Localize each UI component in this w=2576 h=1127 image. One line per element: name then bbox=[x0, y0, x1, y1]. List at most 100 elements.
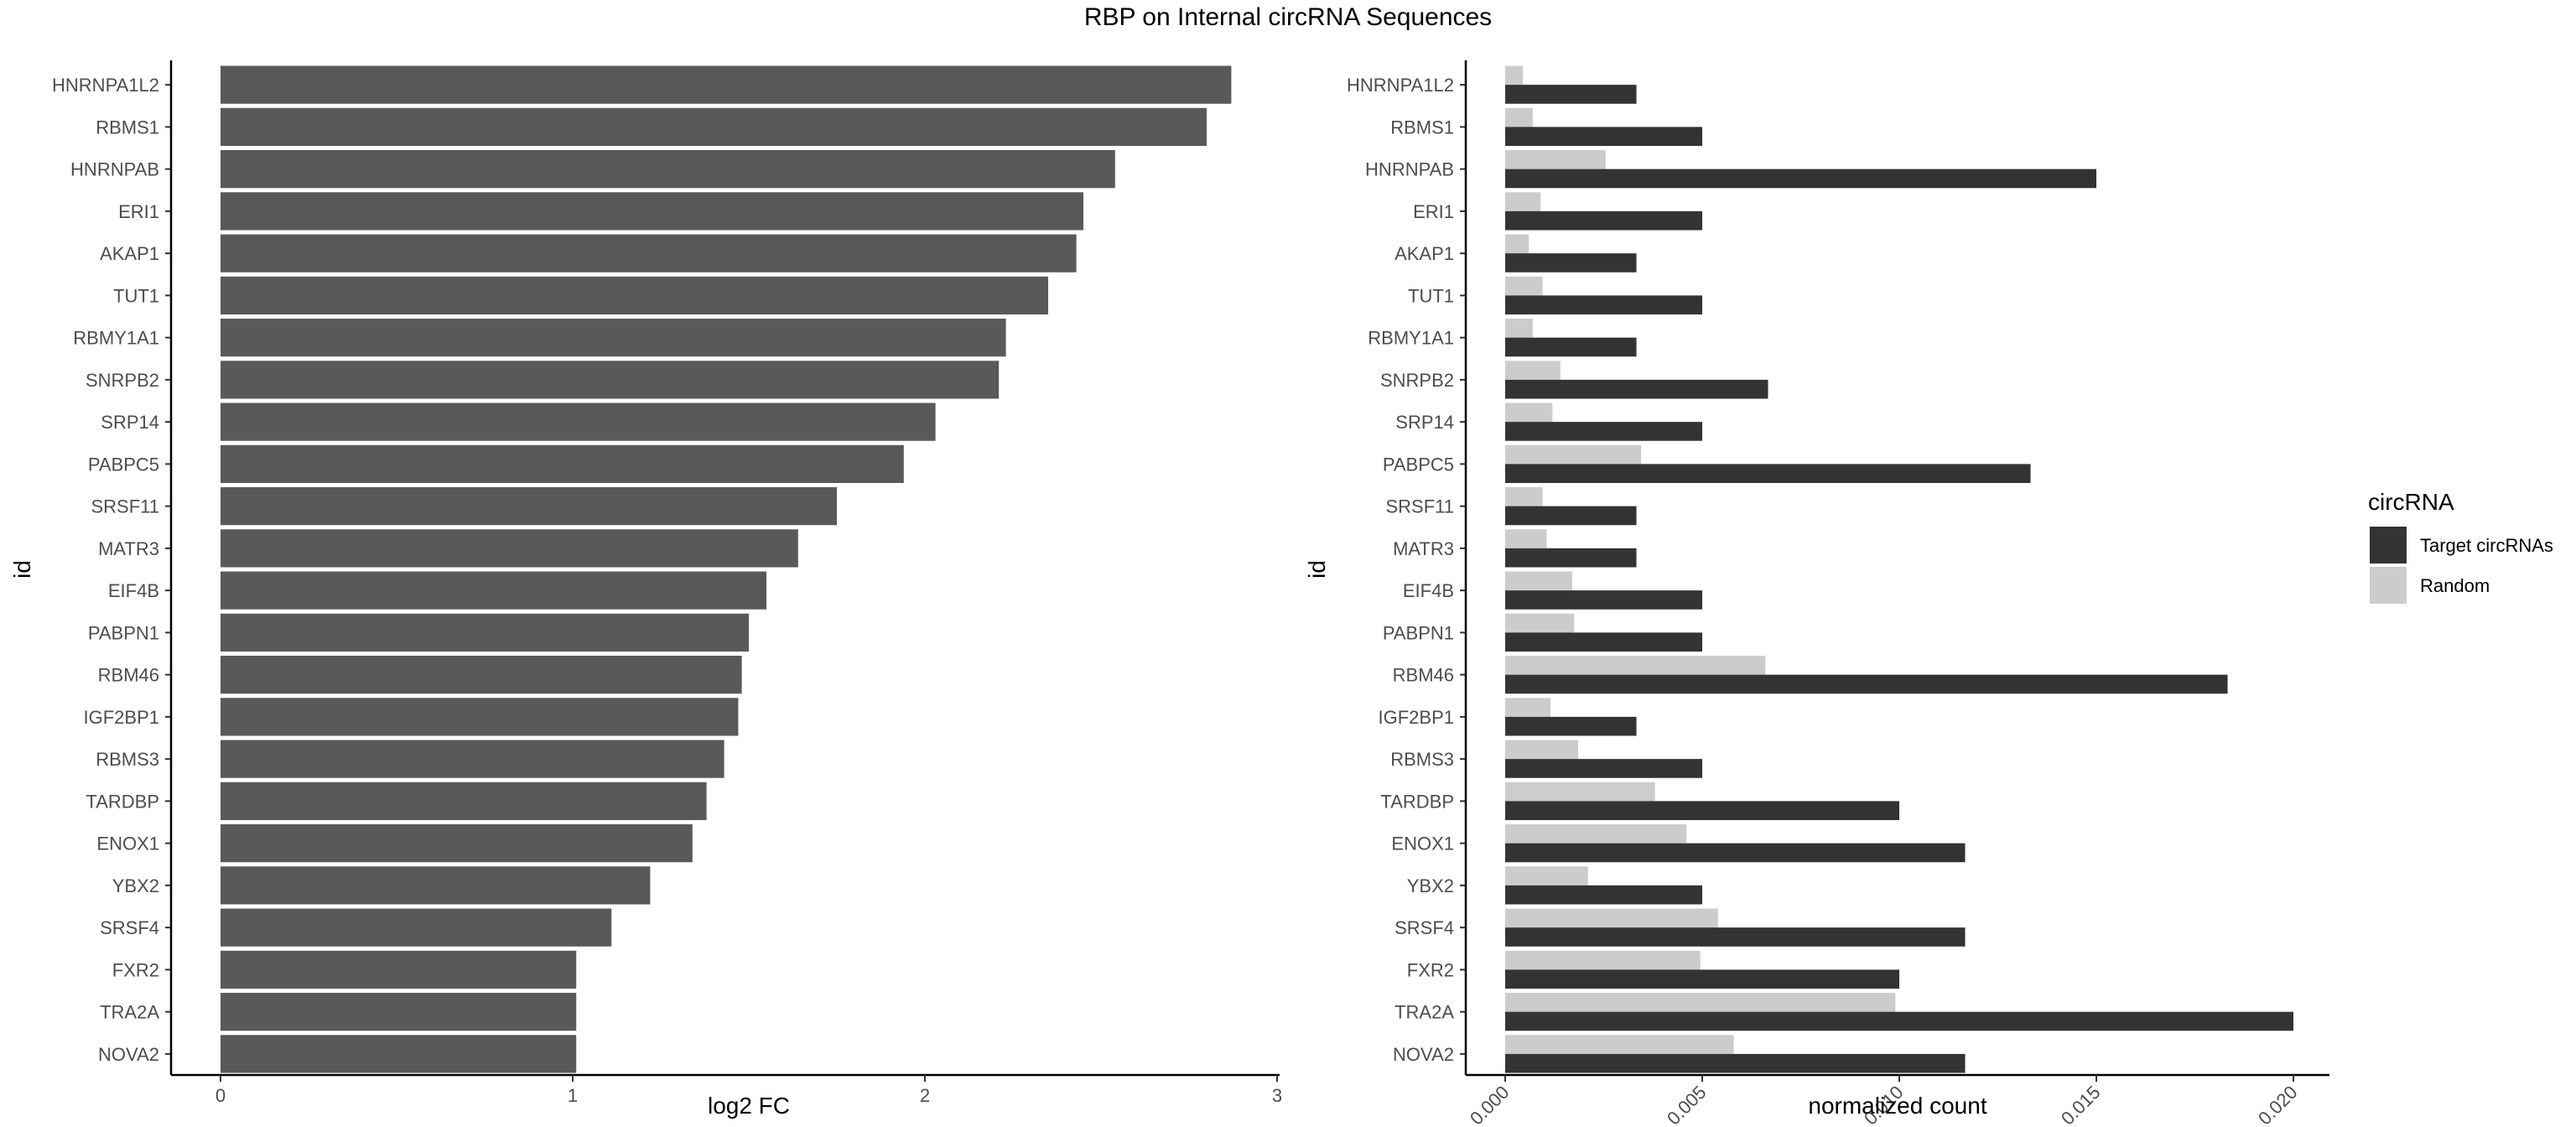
bar-ybx2 bbox=[221, 866, 651, 905]
y-tick-eri1: ERI1 bbox=[1413, 201, 1454, 222]
bar-random-srsf4 bbox=[1505, 908, 1718, 928]
bar-random-tardbp bbox=[1505, 782, 1655, 802]
y-tick-tardbp: TARDBP bbox=[86, 791, 159, 812]
right-grouped-bar-chart: HNRNPA1L2 RBMS1 HNRNPAB ERI1 AKAP1 TUT1 RBMY1A… bbox=[1304, 60, 2329, 1127]
bar-target-pabpn1 bbox=[1505, 632, 1702, 652]
bar-random-matr3 bbox=[1505, 529, 1547, 548]
bar-target-srsf4 bbox=[1505, 927, 1966, 947]
bar-random-hnrnpa1l2 bbox=[1505, 65, 1524, 86]
y-tick-srsf11: SRSF11 bbox=[1385, 496, 1454, 517]
legend: circRNA Target circRNAs Random bbox=[2368, 489, 2553, 604]
y-tick-snrpb2: SNRPB2 bbox=[86, 370, 159, 391]
y-tick-srp14: SRP14 bbox=[1395, 412, 1454, 433]
y-tick-eif4b: EIF4B bbox=[108, 580, 159, 601]
y-tick-tut1: TUT1 bbox=[1408, 285, 1454, 306]
legend-title: circRNA bbox=[2368, 489, 2454, 515]
bar-matr3 bbox=[221, 529, 798, 568]
bar-hnrnpa1l2 bbox=[221, 65, 1232, 104]
bar-random-rbmy1a1 bbox=[1505, 319, 1533, 338]
legend-label-random: Random bbox=[2420, 575, 2490, 596]
y-tick-rbm46: RBM46 bbox=[98, 665, 159, 686]
bar-tardbp bbox=[221, 782, 707, 820]
y-tick-rbms3: RBMS3 bbox=[96, 749, 159, 770]
x-tick-0-015: 0.015 bbox=[2057, 1082, 2105, 1127]
x-tick-1: 1 bbox=[568, 1085, 578, 1106]
x-tick-0-020: 0.020 bbox=[2254, 1082, 2302, 1127]
bar-random-igf2bp1 bbox=[1505, 698, 1551, 717]
y-tick-pabpc5: PABPC5 bbox=[1383, 454, 1454, 475]
bar-random-fxr2 bbox=[1505, 950, 1701, 970]
y-tick-igf2bp1: IGF2BP1 bbox=[1379, 707, 1454, 728]
bar-target-rbmy1a1 bbox=[1505, 337, 1637, 357]
y-tick-enox1: ENOX1 bbox=[96, 834, 159, 854]
bar-target-rbm46 bbox=[1505, 674, 2228, 694]
y-tick-rbms3: RBMS3 bbox=[1390, 749, 1454, 770]
bar-random-akap1 bbox=[1505, 234, 1530, 254]
y-tick-rbm46: RBM46 bbox=[1393, 665, 1454, 686]
bar-tra2a bbox=[221, 993, 577, 1031]
bar-random-tut1 bbox=[1505, 276, 1543, 296]
bar-tut1 bbox=[221, 276, 1048, 314]
y-tick-matr3: MATR3 bbox=[1393, 538, 1454, 559]
bar-target-eri1 bbox=[1505, 210, 1702, 231]
y-tick-matr3: MATR3 bbox=[98, 538, 159, 559]
x-tick-0-005: 0.005 bbox=[1663, 1082, 1711, 1127]
y-tick-srp14: SRP14 bbox=[101, 412, 159, 433]
bar-target-enox1 bbox=[1505, 843, 1966, 863]
y-tick-tra2a: TRA2A bbox=[100, 1002, 159, 1023]
y-tick-akap1: AKAP1 bbox=[1394, 243, 1454, 264]
y-tick-tardbp: TARDBP bbox=[1380, 791, 1454, 812]
y-tick-hnrnpa1l2: HNRNPA1L2 bbox=[52, 75, 159, 96]
y-tick-hnrnpa1l2: HNRNPA1L2 bbox=[1347, 75, 1454, 96]
bar-target-fxr2 bbox=[1505, 969, 1899, 989]
x-tick-0-000: 0.000 bbox=[1466, 1082, 1514, 1127]
bar-igf2bp1 bbox=[221, 698, 739, 736]
bar-nova2 bbox=[221, 1035, 577, 1073]
bar-pabpn1 bbox=[221, 613, 749, 652]
legend-swatch-target bbox=[2370, 527, 2407, 564]
bar-target-rbms1 bbox=[1505, 127, 1702, 146]
bar-random-nova2 bbox=[1505, 1035, 1734, 1054]
bar-srp14 bbox=[221, 402, 936, 441]
y-tick-ybx2: YBX2 bbox=[1407, 875, 1454, 896]
bar-target-tardbp bbox=[1505, 801, 1899, 820]
y-tick-rbms1: RBMS1 bbox=[1390, 117, 1454, 138]
bar-random-eif4b bbox=[1505, 571, 1572, 591]
y-tick-srsf11: SRSF11 bbox=[91, 496, 159, 517]
bar-hnrnpab bbox=[221, 150, 1115, 189]
bar-target-hnrnpab bbox=[1505, 169, 2096, 189]
y-tick-srsf4: SRSF4 bbox=[100, 917, 159, 938]
bar-pabpc5 bbox=[221, 444, 904, 483]
y-tick-nova2: NOVA2 bbox=[98, 1044, 159, 1065]
bar-target-pabpc5 bbox=[1505, 464, 2031, 483]
y-tick-igf2bp1: IGF2BP1 bbox=[84, 707, 159, 728]
y-tick-eri1: ERI1 bbox=[118, 201, 159, 222]
y-tick-snrpb2: SNRPB2 bbox=[1380, 370, 1454, 391]
x-axis-title: log2 FC bbox=[708, 1093, 790, 1119]
bar-akap1 bbox=[221, 234, 1077, 273]
bar-target-srsf11 bbox=[1505, 506, 1637, 526]
x-tick-0: 0 bbox=[216, 1085, 226, 1106]
bar-random-enox1 bbox=[1505, 824, 1687, 844]
bar-target-rbms3 bbox=[1505, 759, 1702, 778]
bar-target-igf2bp1 bbox=[1505, 716, 1637, 736]
bar-target-matr3 bbox=[1505, 548, 1637, 568]
bar-random-pabpc5 bbox=[1505, 444, 1642, 465]
bar-snrpb2 bbox=[221, 361, 1000, 399]
bar-random-hnrnpab bbox=[1505, 150, 1606, 169]
bar-srsf11 bbox=[221, 487, 837, 526]
y-tick-tra2a: TRA2A bbox=[1394, 1002, 1454, 1023]
bar-random-rbms1 bbox=[1505, 107, 1533, 127]
y-tick-ybx2: YBX2 bbox=[112, 875, 159, 896]
bar-eri1 bbox=[221, 192, 1083, 231]
left-bar-chart: HNRNPA1L2 RBMS1 HNRNPAB ERI1 AKAP1 TUT1 RBMY1A… bbox=[9, 60, 1282, 1119]
x-axis-title: normalized count bbox=[1808, 1093, 1987, 1119]
bar-target-srp14 bbox=[1505, 422, 1702, 441]
legend-label-target: Target circRNAs bbox=[2420, 535, 2553, 556]
y-tick-pabpn1: PABPN1 bbox=[88, 622, 159, 643]
bar-srsf4 bbox=[221, 908, 612, 947]
y-tick-enox1: ENOX1 bbox=[1391, 834, 1454, 854]
bar-random-ybx2 bbox=[1505, 866, 1588, 886]
y-tick-akap1: AKAP1 bbox=[100, 243, 159, 264]
